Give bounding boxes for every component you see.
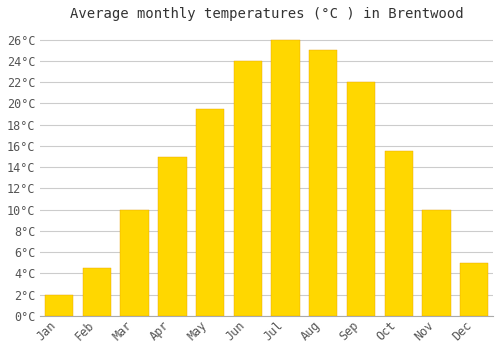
Bar: [460, 263, 488, 316]
Bar: [83, 268, 111, 316]
Bar: [384, 151, 413, 316]
Bar: [234, 61, 262, 316]
Title: Average monthly temperatures (°C ) in Brentwood: Average monthly temperatures (°C ) in Br…: [70, 7, 464, 21]
Bar: [272, 40, 299, 316]
Bar: [120, 210, 149, 316]
Bar: [347, 82, 375, 316]
Bar: [158, 156, 186, 316]
Bar: [45, 295, 74, 316]
Bar: [309, 50, 338, 316]
Bar: [196, 109, 224, 316]
Bar: [422, 210, 450, 316]
